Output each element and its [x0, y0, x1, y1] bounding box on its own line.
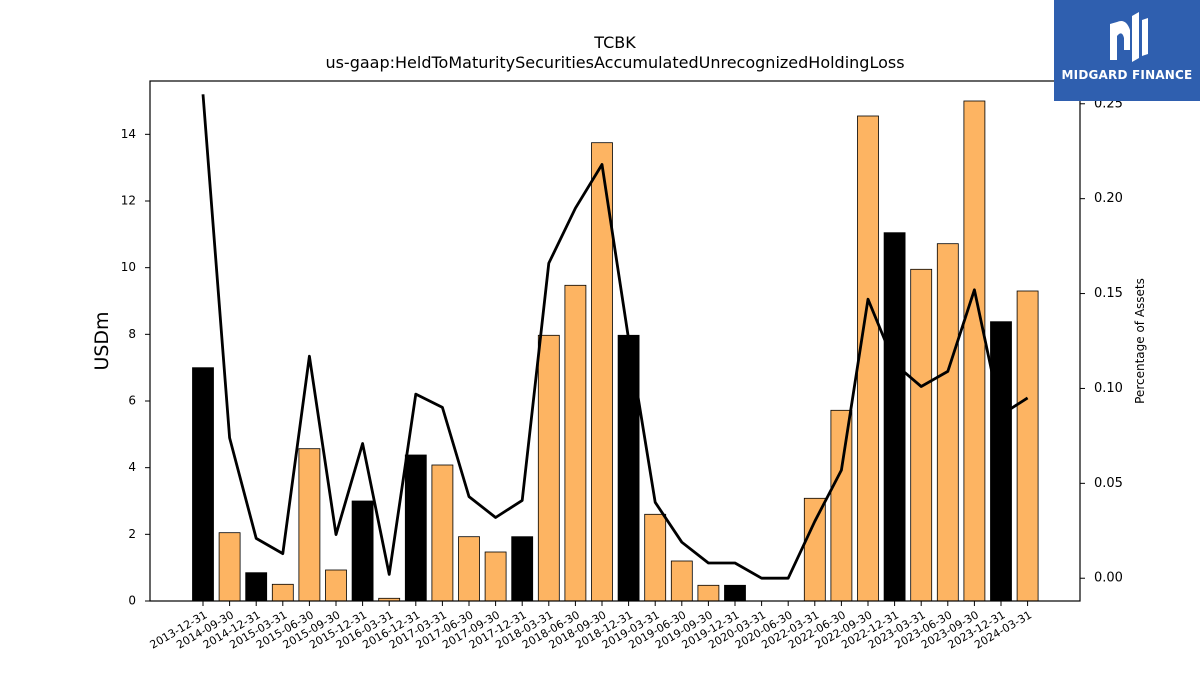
bar-2015-03-31 [271, 583, 294, 602]
y-axis-right: 0.000.050.100.150.200.25 [1080, 96, 1123, 586]
y2-axis-label: Percentage of Assets [1133, 278, 1147, 404]
bar-2014-12-31 [245, 572, 268, 602]
y2-tick-label: 0.20 [1094, 191, 1123, 206]
bar-2018-03-31 [537, 334, 560, 602]
bar-2022-06-30 [830, 409, 853, 602]
y-tick-label: 4 [128, 460, 136, 474]
y-tick-label: 8 [128, 327, 136, 341]
bar-2019-03-31 [644, 513, 667, 602]
bar-2019-09-30 [697, 584, 720, 602]
percentage-line [201, 94, 1029, 580]
bar-2015-06-30 [298, 448, 321, 602]
y-axis-left: 0 2 4 6 8 10 12 14 [121, 127, 150, 608]
bar-2023-12-31 [990, 321, 1012, 602]
bar-2015-09-30 [325, 569, 347, 602]
y-tick-label: 14 [121, 127, 136, 141]
bar-2019-12-31 [724, 584, 746, 602]
x-axis: 2013-12-312014-09-302014-12-312015-03-31… [148, 601, 1034, 652]
bar-2019-06-30 [670, 560, 693, 602]
bar-2014-09-30 [218, 532, 241, 602]
chart-subtitle: us-gaap:HeldToMaturitySecuritiesAccumula… [325, 53, 904, 72]
bar-2015-12-31 [351, 500, 374, 602]
bar-2022-03-31 [803, 497, 826, 602]
y-tick-label: 0 [128, 594, 136, 608]
y2-tick-label: 0.00 [1094, 571, 1123, 586]
bar-2017-09-30 [484, 551, 507, 602]
plot-frame [149, 80, 1081, 602]
bar-2017-06-30 [458, 536, 480, 602]
bar-2017-12-31 [511, 536, 534, 602]
bar-2013-12-31 [192, 367, 214, 602]
y-tick-label: 10 [121, 260, 136, 274]
y2-tick-label: 0.10 [1094, 381, 1123, 396]
y-axis-label: USDm [91, 311, 113, 370]
y-tick-label: 6 [128, 394, 136, 408]
midgard-finance-logo: MIDGARD FINANCE [1054, 0, 1200, 101]
chart-title: TCBK [593, 33, 636, 52]
bar-2023-09-30 [963, 100, 986, 602]
bars-group [192, 100, 1039, 602]
line-group [201, 94, 1029, 580]
y2-tick-label: 0.05 [1094, 476, 1123, 491]
y-tick-label: 12 [121, 194, 136, 208]
logo-mark-icon [1110, 12, 1148, 62]
bar-2023-06-30 [936, 243, 959, 602]
bar-2022-12-31 [883, 232, 906, 602]
bar-2018-06-30 [564, 284, 587, 602]
y2-tick-label: 0.15 [1094, 286, 1123, 301]
bar-2023-03-31 [910, 268, 933, 602]
bar-2018-12-31 [617, 334, 640, 602]
bar-2024-03-31 [1016, 290, 1039, 602]
bar-2016-12-31 [404, 454, 427, 602]
bar-2017-03-31 [431, 464, 454, 602]
logo-text: MIDGARD FINANCE [1061, 68, 1193, 82]
bar-2022-09-30 [857, 115, 879, 602]
y-tick-label: 2 [128, 527, 136, 541]
